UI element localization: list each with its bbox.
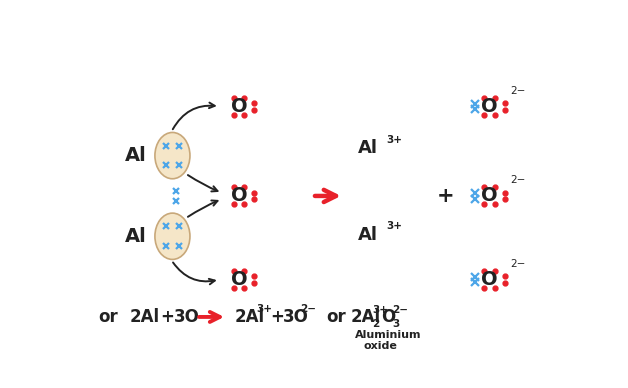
Ellipse shape — [155, 132, 190, 179]
Text: or: or — [98, 308, 117, 326]
Text: Al: Al — [125, 146, 147, 165]
Text: O: O — [231, 187, 247, 205]
Text: 2−: 2− — [392, 305, 408, 315]
Text: +: + — [160, 308, 174, 326]
Text: 3+: 3+ — [256, 305, 272, 314]
Text: O: O — [231, 270, 247, 289]
Text: 2−: 2− — [510, 175, 526, 185]
Text: 3O: 3O — [283, 308, 309, 326]
Text: 2−: 2− — [300, 305, 316, 314]
Text: +: + — [437, 186, 455, 206]
Text: O: O — [231, 97, 247, 116]
Text: O: O — [482, 270, 498, 289]
Text: Aluminium: Aluminium — [355, 331, 421, 340]
Text: 3+: 3+ — [387, 135, 403, 145]
Text: 2Al: 2Al — [129, 308, 160, 326]
Text: 2−: 2− — [510, 86, 526, 96]
Ellipse shape — [155, 213, 190, 260]
Text: 3+: 3+ — [387, 222, 403, 231]
Text: oxide: oxide — [363, 341, 397, 351]
Text: Al: Al — [358, 139, 378, 157]
Text: O: O — [482, 187, 498, 205]
Text: 2Al: 2Al — [351, 308, 381, 326]
Text: 3O: 3O — [173, 308, 199, 326]
Text: O: O — [381, 308, 396, 326]
Text: 2−: 2− — [510, 259, 526, 269]
Text: 2Al: 2Al — [234, 308, 264, 326]
Text: Al: Al — [125, 227, 147, 246]
Text: 3+: 3+ — [372, 305, 388, 315]
Text: Al: Al — [358, 226, 378, 244]
Text: 3: 3 — [392, 319, 399, 329]
Text: O: O — [482, 97, 498, 116]
Text: or: or — [327, 308, 347, 326]
Text: +: + — [270, 308, 284, 326]
Text: 2: 2 — [372, 319, 379, 329]
